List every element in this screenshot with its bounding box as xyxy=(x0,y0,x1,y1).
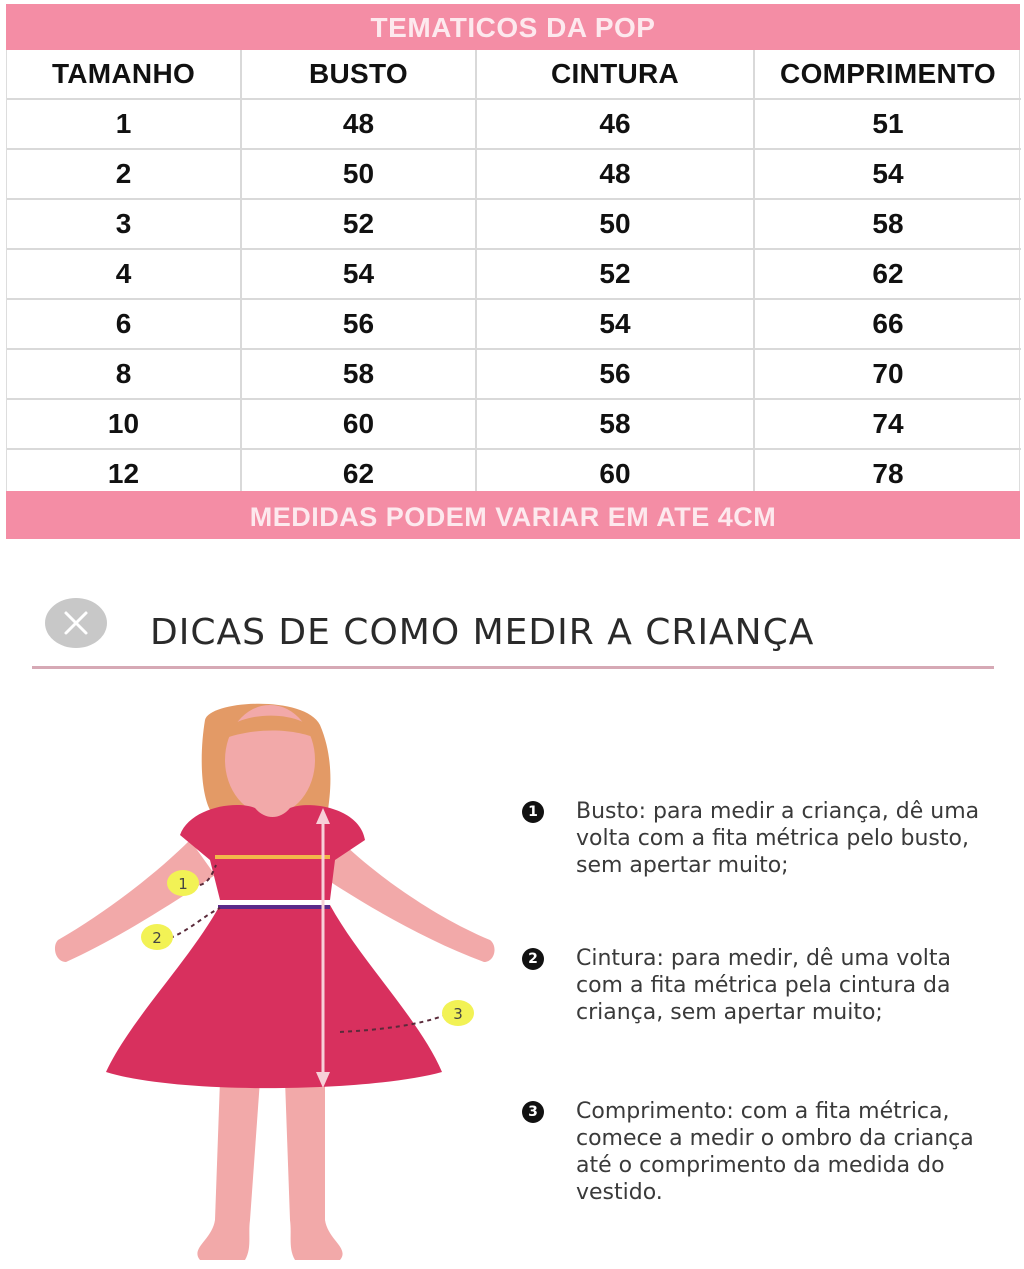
left-arm-icon xyxy=(54,840,215,962)
table-header-row: TAMANHO BUSTO CINTURA COMPRIMENTO xyxy=(7,50,1021,100)
tip-busto: 1 Busto: para medir a criança, dê uma vo… xyxy=(522,798,1002,879)
header-cintura: CINTURA xyxy=(476,50,755,100)
table-row: 2 50 48 54 xyxy=(7,149,1021,200)
table-row: 3 52 50 58 xyxy=(7,199,1021,250)
table-row: 6 56 54 66 xyxy=(7,299,1021,350)
tips-panel xyxy=(6,539,1020,1269)
table-cell: 60 xyxy=(476,449,755,498)
table-cell: 62 xyxy=(241,449,477,498)
svg-text:1: 1 xyxy=(178,875,188,893)
marker-3: 3 xyxy=(442,1000,474,1026)
table-cell: 58 xyxy=(476,399,755,450)
dress-bodice-icon xyxy=(180,805,365,900)
table-cell: 12 xyxy=(7,449,242,498)
table-cell: 70 xyxy=(754,349,1021,400)
table-cell: 2 xyxy=(7,149,242,200)
tip-text: Cintura: para medir, dê uma volta com a … xyxy=(576,946,951,1025)
header-tamanho: TAMANHO xyxy=(7,50,242,100)
tips-title: DICAS DE COMO MEDIR A CRIANÇA xyxy=(150,612,815,653)
tip-comprimento: 3 Comprimento: com a fita métrica, comec… xyxy=(522,1098,1002,1206)
left-leg-icon xyxy=(197,1080,260,1260)
marker-2: 2 xyxy=(141,924,173,950)
table-cell: 8 xyxy=(7,349,242,400)
tip-text: Comprimento: com a fita métrica, comece … xyxy=(576,1099,974,1205)
table-cell: 50 xyxy=(241,149,477,200)
right-arm-icon xyxy=(320,840,495,962)
table-cell: 3 xyxy=(7,199,242,250)
size-table-body: 1 48 46 51 2 50 48 54 3 52 50 58 4 54 52 62 6 56 54 66 8 58 56… xyxy=(7,99,1021,498)
marker-1: 1 xyxy=(167,870,199,896)
header-comprimento: COMPRIMENTO xyxy=(754,50,1021,100)
right-leg-icon xyxy=(285,1080,343,1260)
girl-measurement-illustration: 1 2 3 xyxy=(54,703,495,1260)
table-cell: 58 xyxy=(241,349,477,400)
table-cell: 74 xyxy=(754,399,1021,450)
header-busto: BUSTO xyxy=(241,50,477,100)
close-icon[interactable] xyxy=(45,598,107,648)
table-cell: 60 xyxy=(241,399,477,450)
svg-text:2: 2 xyxy=(152,929,162,947)
table-row: 12 62 60 78 xyxy=(7,449,1021,498)
table-cell: 78 xyxy=(872,458,904,489)
table-cell: 51 xyxy=(754,99,1021,150)
table-cell: 10 xyxy=(7,399,242,450)
svg-text:3: 3 xyxy=(453,1005,463,1023)
dress-skirt-icon xyxy=(106,905,442,1089)
tip-number-badge: 1 xyxy=(522,801,544,823)
size-table-container: TAMANHO BUSTO CINTURA COMPRIMENTO 1 48 46 5… xyxy=(6,50,1021,498)
table-cell: 56 xyxy=(476,349,755,400)
table-cell: 66 xyxy=(754,299,1021,350)
table-cell: 54 xyxy=(754,149,1021,200)
table-title-banner: TEMATICOS DA POP xyxy=(6,4,1020,50)
tip-text: Busto: para medir a criança, dê uma volt… xyxy=(576,799,980,878)
table-cell: 50 xyxy=(476,199,755,250)
table-cell: 52 xyxy=(476,249,755,300)
table-cell: 54 xyxy=(476,299,755,350)
table-cell: 56 xyxy=(241,299,477,350)
table-cell: 46 xyxy=(476,99,755,150)
table-cell: 6 xyxy=(7,299,242,350)
table-row: 4 54 52 62 xyxy=(7,249,1021,300)
table-cell: 58 xyxy=(754,199,1021,250)
table-row: 1 48 46 51 xyxy=(7,99,1021,150)
table-cell: 48 xyxy=(241,99,477,150)
size-table: TAMANHO BUSTO CINTURA COMPRIMENTO 1 48 46 5… xyxy=(7,50,1021,498)
tips-divider xyxy=(32,666,994,669)
table-row: 8 58 56 70 xyxy=(7,349,1021,400)
table-cell: 62 xyxy=(754,249,1021,300)
table-cell: 48 xyxy=(476,149,755,200)
table-cell: 1 xyxy=(7,99,242,150)
tip-number-badge: 3 xyxy=(522,1101,544,1123)
tip-number-badge: 2 xyxy=(522,948,544,970)
table-row: 10 60 58 74 xyxy=(7,399,1021,450)
table-cell: 54 xyxy=(241,249,477,300)
variation-note-banner: MEDIDAS PODEM VARIAR EM ATE 4CM xyxy=(6,491,1020,539)
table-cell: 52 xyxy=(241,199,477,250)
tip-cintura: 2 Cintura: para medir, dê uma volta com … xyxy=(522,945,1002,1026)
table-cell: 4 xyxy=(7,249,242,300)
